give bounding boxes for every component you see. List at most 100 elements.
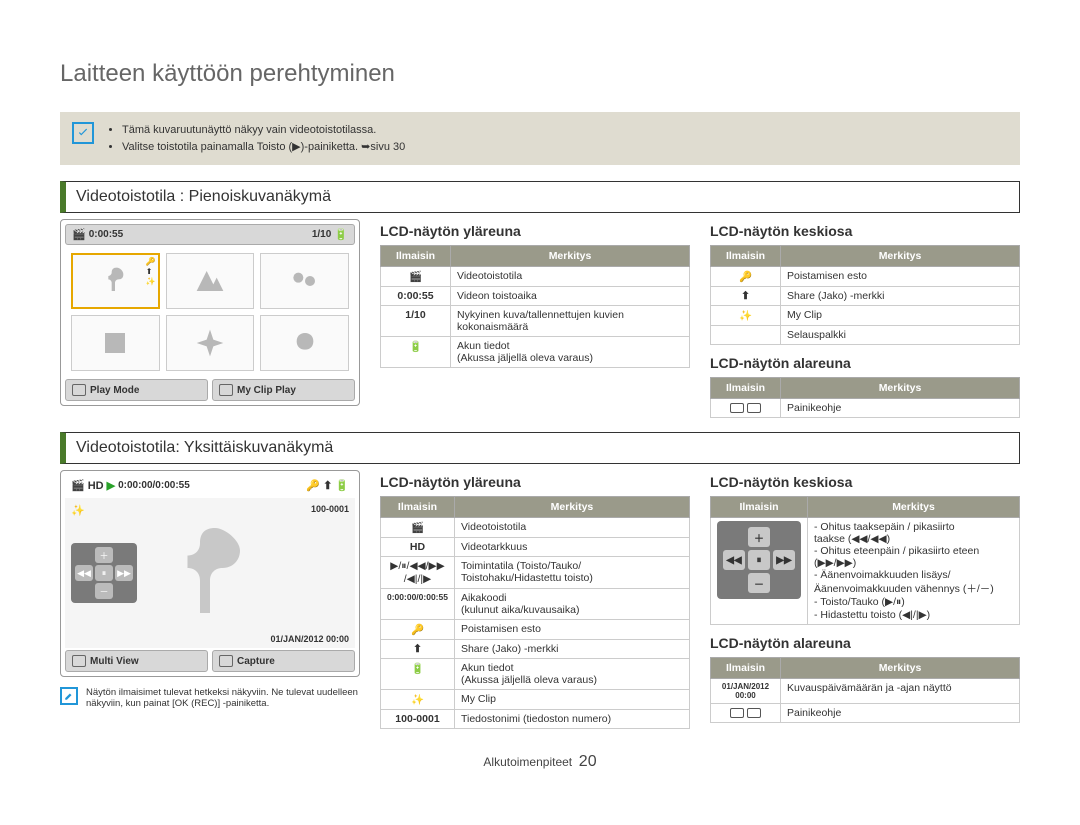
info-note-box: Tämä kuvaruutunäyttö näkyy vain videotoi…	[60, 112, 1020, 165]
indicator-cell: ＋ ◀◀⏸▶▶ －	[711, 518, 808, 625]
meaning-cell: Kuvauspäivämäärän ja -ajan näyttö	[781, 679, 1020, 704]
clip-icon: ✨	[71, 504, 85, 517]
subsection-title: LCD-näytön yläreuna	[380, 474, 690, 490]
indicator-cell: ✨	[711, 306, 781, 326]
meaning-cell: Share (Jako) -merkki	[454, 640, 689, 659]
indicator-cell: 0:00:00/0:00:55	[381, 589, 455, 620]
indicator-cell: 1/10	[381, 306, 451, 337]
indicator-cell: 🔑	[381, 620, 455, 640]
meaning-cell: Poistamisen esto	[454, 620, 689, 640]
indicator-cell	[711, 399, 781, 418]
info-table: IlmaisinMerkitys ＋ ◀◀⏸▶▶ － - Ohitus taak…	[710, 496, 1020, 625]
vol-down-button[interactable]: －	[95, 583, 113, 599]
subsection-title: LCD-näytön keskiosa	[710, 474, 1020, 490]
meaning-cell: My Clip	[781, 306, 1020, 326]
pause-button[interactable]: ⏸	[95, 565, 113, 581]
thumbnail[interactable]	[260, 315, 349, 371]
meaning-cell: My Clip	[454, 690, 689, 710]
preview-time: 0:00:55	[89, 229, 123, 240]
timecode: 0:00:00/0:00:55	[118, 480, 190, 491]
vol-up-button[interactable]: ＋	[95, 547, 113, 563]
indicator-cell: ⬆	[711, 287, 781, 306]
clip-icon: ✨	[146, 277, 156, 286]
info-table: IlmaisinMerkitys 01/JAN/2012 00:00Kuvaus…	[710, 657, 1020, 723]
thumbnail[interactable]	[166, 315, 255, 371]
share-icon: ⬆	[146, 267, 156, 276]
info-table: IlmaisinMerkitys 🎬Videotoistotila HDVide…	[380, 496, 690, 729]
video-mode-icon: 🎬	[72, 228, 86, 241]
meaning-cell: Aikakoodi (kulunut aika/kuvausaika)	[454, 589, 689, 620]
meaning-cell: Painikeohje	[781, 399, 1020, 418]
indicator-cell: 🎬	[381, 267, 451, 287]
thumbnail[interactable]	[166, 253, 255, 309]
indicator-cell: 🎬	[381, 518, 455, 538]
meaning-cell: Tiedostonimi (tiedoston numero)	[454, 710, 689, 729]
subsection-title: LCD-näytön keskiosa	[710, 223, 1020, 239]
multiview-button[interactable]: Multi View	[65, 650, 208, 672]
meaning-cell: Toimintatila (Toisto/Tauko/ Toistohaku/H…	[454, 557, 689, 589]
subsection-title: LCD-näytön yläreuna	[380, 223, 690, 239]
indicator-cell: ✨	[381, 690, 455, 710]
battery-icon: 🔋	[334, 228, 348, 241]
indicator-cell: 🔑	[711, 267, 781, 287]
subsection-title: LCD-näytön alareuna	[710, 635, 1020, 651]
pencil-icon	[60, 687, 78, 705]
info-table: IlmaisinMerkitys 🔑Poistamisen esto ⬆Shar…	[710, 245, 1020, 345]
capture-button[interactable]: Capture	[212, 650, 355, 672]
meaning-cell: Akun tiedot (Akussa jäljellä oleva varau…	[454, 659, 689, 690]
page-footer: Alkutoimenpiteet 20	[60, 753, 1020, 771]
indicator-cell: ⬆	[381, 640, 455, 659]
rewind-button[interactable]: ◀◀	[75, 565, 93, 581]
control-pad-icon: ＋ ◀◀⏸▶▶ －	[717, 521, 801, 599]
date-label: 01/JAN/2012 00:00	[270, 634, 349, 644]
meaning-cell: Selauspalkki	[781, 326, 1020, 345]
share-icon: ⬆	[323, 479, 332, 492]
indicator-cell: 01/JAN/2012 00:00	[711, 679, 781, 704]
forward-button[interactable]: ▶▶	[115, 565, 133, 581]
meaning-cell: Videotoistotila	[454, 518, 689, 538]
lock-icon: 🔑	[306, 479, 320, 492]
info-table: IlmaisinMerkitys Painikeohje	[710, 377, 1020, 418]
meaning-cell: Painikeohje	[781, 704, 1020, 723]
menu-button[interactable]: Play Mode	[65, 379, 208, 401]
section-header: Videotoistotila: Yksittäiskuvanäkymä	[60, 432, 1020, 464]
preview-counter: 1/10	[312, 229, 331, 240]
play-icon	[219, 384, 233, 396]
file-number: 100-0001	[311, 504, 349, 514]
thumbnail[interactable]: 🔑⬆✨	[71, 253, 160, 309]
menu-icon	[72, 384, 86, 396]
indicator-cell: 🔋	[381, 659, 455, 690]
playback-controls[interactable]: ＋ ◀◀ ⏸ ▶▶ －	[71, 543, 137, 603]
indicator-cell	[711, 704, 781, 723]
thumbnail-preview: 🎬0:00:55 1/10🔋 🔑⬆✨	[60, 219, 360, 406]
indicator-cell: 100-0001	[381, 710, 455, 729]
myclip-button[interactable]: My Clip Play	[212, 379, 355, 401]
meaning-cell: Akun tiedot (Akussa jäljellä oleva varau…	[451, 337, 690, 368]
meaning-cell: Videotarkkuus	[454, 538, 689, 557]
section-header: Videotoistotila : Pienoiskuvanäkymä	[60, 181, 1020, 213]
battery-icon: 🔋	[335, 479, 349, 492]
hd-icon: HD	[88, 480, 104, 492]
meaning-cell: - Ohitus taaksepäin / pikasiirto taakse …	[808, 518, 1020, 625]
thumbnail[interactable]	[260, 253, 349, 309]
info-table: IlmaisinMerkitys 🎬Videotoistotila 0:00:5…	[380, 245, 690, 368]
indicator-cell: ▶/⏸/◀◀/▶▶ /◀|/|▶	[381, 557, 455, 589]
indicator-cell: 0:00:55	[381, 287, 451, 306]
subsection-title: LCD-näytön alareuna	[710, 355, 1020, 371]
meaning-cell: Poistamisen esto	[781, 267, 1020, 287]
meaning-cell: Videotoistotila	[451, 267, 690, 287]
meaning-cell: Nykyinen kuva/tallennettujen kuvien koko…	[451, 306, 690, 337]
check-icon	[72, 122, 94, 144]
indicator-cell: 🔋	[381, 337, 451, 368]
thumbnail[interactable]	[71, 315, 160, 371]
single-preview: 🎬HD ▶ 0:00:00/0:00:55 🔑⬆🔋 ✨ 100-0001 ＋ ◀…	[60, 470, 360, 677]
mini-note: Näytön ilmaisimet tulevat hetkeksi näkyv…	[60, 687, 360, 709]
note-bullet: Tämä kuvaruutunäyttö näkyy vain videotoi…	[122, 122, 405, 139]
note-bullet: Valitse toistotila painamalla Toisto (▶)…	[122, 139, 405, 156]
page-title: Laitteen käyttöön perehtyminen	[60, 60, 1020, 88]
video-mode-icon: 🎬	[71, 479, 85, 492]
meaning-cell: Videon toistoaika	[451, 287, 690, 306]
indicator-cell: HD	[381, 538, 455, 557]
play-icon	[219, 655, 233, 667]
grid-icon	[72, 655, 86, 667]
